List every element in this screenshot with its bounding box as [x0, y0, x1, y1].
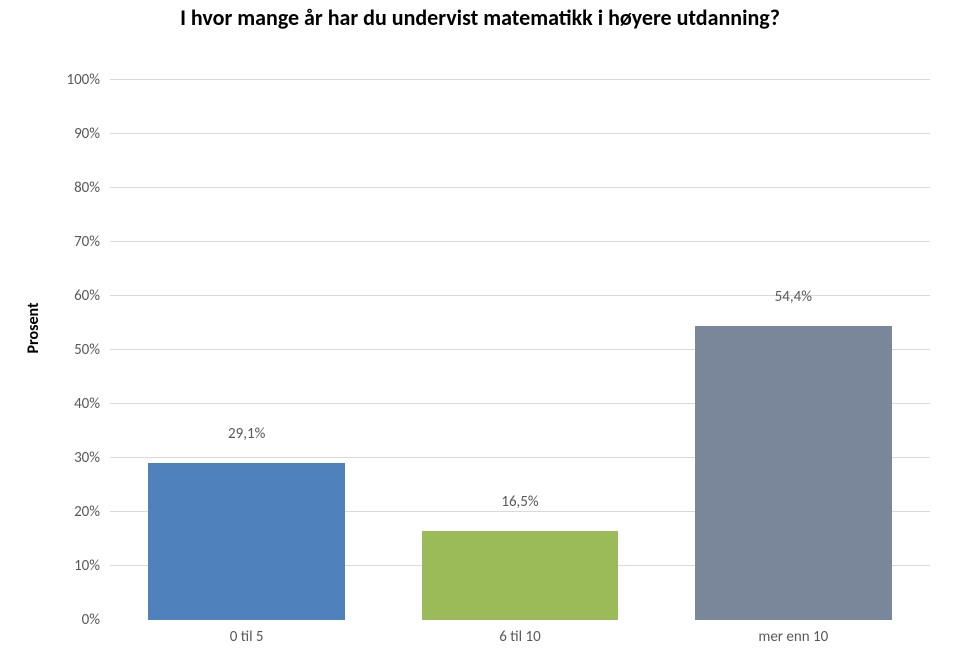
y-tick-label: 20% [74, 503, 110, 521]
y-tick-label: 30% [74, 449, 110, 467]
bar-slot: 29,1%0 til 5 [110, 80, 383, 620]
y-tick-label: 0% [82, 611, 110, 629]
x-category-label: mer enn 10 [758, 620, 828, 646]
y-tick-label: 100% [66, 71, 110, 89]
x-category-label: 6 til 10 [499, 620, 540, 646]
bar-slot: 54,4%mer enn 10 [657, 80, 930, 620]
y-tick-label: 70% [74, 233, 110, 251]
bar-value-label: 54,4% [775, 288, 812, 306]
chart-title: I hvor mange år har du undervist matemat… [0, 4, 960, 31]
bar-value-label: 29,1% [228, 425, 265, 443]
y-tick-label: 90% [74, 125, 110, 143]
bar-chart: I hvor mange år har du undervist matemat… [0, 0, 960, 656]
y-tick-label: 40% [74, 395, 110, 413]
bar-value-label: 16,5% [501, 493, 538, 511]
plot-area: 0%10%20%30%40%50%60%70%80%90%100% 29,1%0… [110, 80, 930, 620]
bar [695, 326, 892, 620]
bar [148, 463, 345, 620]
y-tick-label: 60% [74, 287, 110, 305]
x-category-label: 0 til 5 [230, 620, 264, 646]
bar-slot: 16,5%6 til 10 [383, 80, 656, 620]
bars-container: 29,1%0 til 516,5%6 til 1054,4%mer enn 10 [110, 80, 930, 620]
bar [422, 531, 619, 620]
y-axis-label: Prosent [24, 302, 43, 353]
y-tick-label: 10% [74, 557, 110, 575]
y-tick-label: 80% [74, 179, 110, 197]
y-tick-label: 50% [74, 341, 110, 359]
